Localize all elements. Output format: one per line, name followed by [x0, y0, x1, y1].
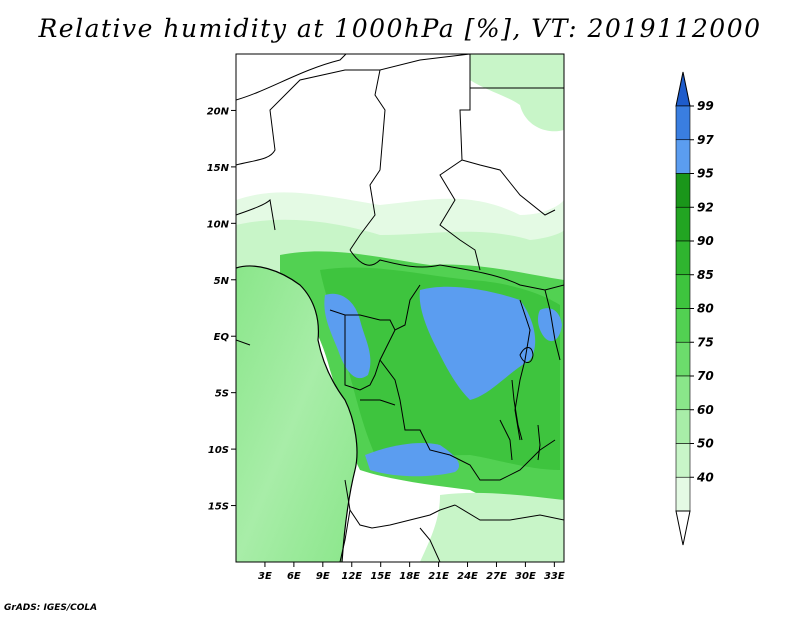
x-tick-label: 30E	[515, 571, 536, 582]
x-tick-label: 27E	[486, 571, 507, 582]
x-tick-label: 15E	[370, 571, 391, 582]
chart-title: Relative humidity at 1000hPa [%], VT: 20…	[38, 14, 762, 43]
y-tick-label: 5S	[215, 389, 229, 400]
colorbar-box	[675, 139, 691, 174]
y-tick-label: 5N	[214, 276, 230, 287]
colorbar-label: 95	[697, 167, 714, 181]
colorbar-box	[675, 274, 691, 309]
colorbar-label: 70	[697, 369, 714, 383]
colorbar-label: 60	[697, 403, 714, 417]
y-tick-label: 10N	[207, 219, 230, 230]
map-frame	[235, 53, 565, 563]
country-borders	[236, 54, 564, 562]
colorbar-box	[675, 173, 691, 208]
colorbar-label: 40	[696, 470, 714, 484]
southern-dry-patch	[355, 491, 445, 546]
atlantic-ocean	[236, 265, 357, 562]
x-tick-label: 33E	[544, 571, 565, 582]
colorbar-label: 75	[697, 335, 714, 349]
colorbar-label: 92	[697, 200, 714, 214]
colorbar-top-triangle	[675, 71, 691, 107]
colorbar-box	[675, 476, 691, 512]
colorbar-box	[675, 308, 691, 343]
blue-area-west	[324, 293, 371, 379]
lakes	[511, 347, 541, 461]
colorbar-label: 90	[697, 234, 714, 248]
colorbar-label: 80	[697, 302, 714, 316]
colorbar-box	[675, 375, 691, 411]
x-tick-label: 6E	[287, 571, 301, 582]
southern-light-band	[420, 492, 564, 562]
colorbar-box	[675, 240, 691, 276]
x-tick-label: 12E	[341, 571, 362, 582]
y-tick-label: 10S	[208, 445, 229, 456]
x-axis: 3E 6E 9E 12E 15E 18E 21E 24E 27E 30E 33E	[258, 562, 565, 582]
y-tick-label: 15N	[207, 163, 230, 174]
colorbar-bottom-triangle	[675, 510, 691, 546]
x-tick-label: 3E	[258, 571, 272, 582]
grads-credit: GrADS: IGES/COLA	[4, 603, 98, 613]
y-tick-label: 15S	[208, 502, 229, 513]
x-tick-label: 9E	[316, 571, 330, 582]
colorbar-box	[675, 105, 691, 141]
y-axis: 20N 15N 10N 5N EQ 5S 10S 15S	[207, 106, 236, 513]
blue-area-east	[537, 308, 562, 342]
y-tick-label: EQ	[214, 332, 230, 343]
y-tick-label: 20N	[207, 106, 230, 117]
ne-moist-patch	[470, 54, 564, 132]
map-field	[236, 54, 564, 562]
colorbar-box	[675, 341, 691, 377]
colorbar-label: 85	[697, 268, 714, 282]
x-tick-label: 18E	[399, 571, 420, 582]
x-tick-label: 21E	[428, 571, 449, 582]
colorbar-box	[675, 443, 691, 478]
colorbar-label: 50	[697, 437, 714, 451]
colorbar-box	[675, 206, 691, 242]
x-tick-label: 24E	[457, 571, 478, 582]
coastline	[236, 265, 358, 562]
colorbar-label: 99	[697, 99, 714, 113]
colorbar-box	[675, 409, 691, 444]
colorbar-label: 97	[697, 133, 714, 147]
colorbar: 99 97 95 92 90 85 80 75 70 60 50 40	[675, 71, 714, 546]
blue-area-central	[419, 286, 536, 400]
